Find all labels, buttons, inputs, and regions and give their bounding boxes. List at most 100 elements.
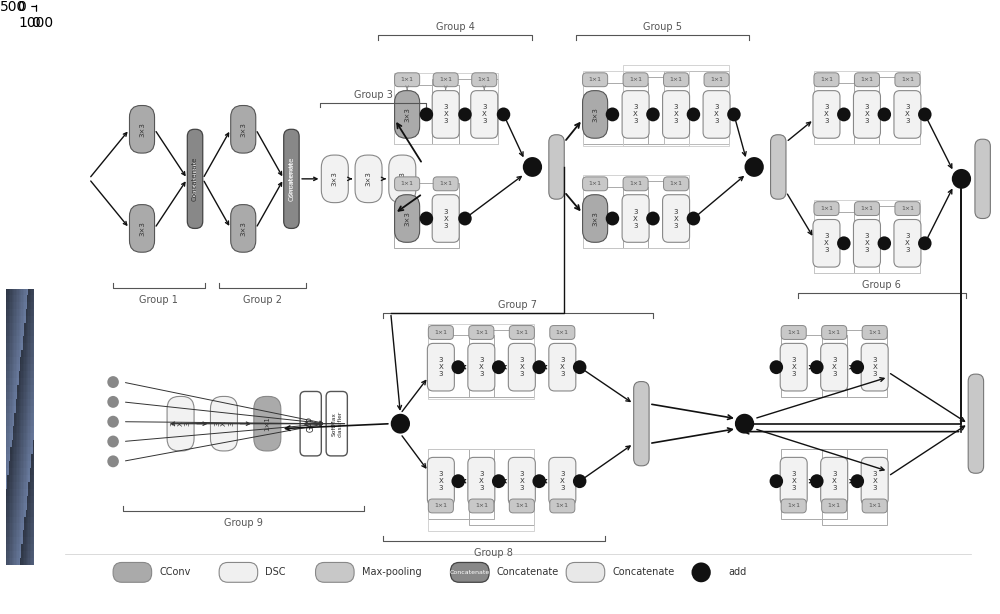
Text: Group 2: Group 2 [243,295,282,305]
FancyBboxPatch shape [508,457,535,505]
Text: 3
X
3: 3 X 3 [674,209,678,228]
Text: Group 5: Group 5 [643,22,682,32]
Circle shape [573,360,586,374]
Text: 3×3: 3×3 [592,107,598,122]
Text: SoftMax
classifier: SoftMax classifier [331,411,342,437]
FancyBboxPatch shape [623,73,648,87]
Text: 1×1: 1×1 [787,503,800,508]
FancyBboxPatch shape [780,343,807,391]
Bar [469,449,534,525]
FancyBboxPatch shape [550,499,575,513]
Text: 3
X
3: 3 X 3 [633,209,638,228]
Bar [469,330,534,397]
Text: Group 7: Group 7 [498,300,537,309]
Circle shape [107,416,119,428]
Text: 3
X
3: 3 X 3 [791,357,796,377]
Circle shape [107,435,119,448]
FancyBboxPatch shape [549,343,576,391]
Bar [623,77,689,144]
Text: 3×3: 3×3 [139,221,145,236]
FancyBboxPatch shape [895,201,920,216]
Text: 3
X
3: 3 X 3 [443,104,448,125]
FancyBboxPatch shape [469,325,494,340]
Text: 1×1: 1×1 [439,181,452,186]
Bar [583,83,648,144]
Bar [814,212,879,273]
Circle shape [451,474,465,488]
Text: 3
X
3: 3 X 3 [865,233,869,254]
Bar [428,449,534,530]
Text: 3
X
3: 3 X 3 [824,104,829,125]
Text: GAP: GAP [306,416,315,432]
Text: 1×1: 1×1 [515,330,528,335]
Text: 3
X
3: 3 X 3 [872,357,877,377]
Text: Group 4: Group 4 [436,22,475,32]
FancyBboxPatch shape [664,177,689,191]
Text: Concatenate: Concatenate [192,157,198,201]
Bar [623,65,729,146]
Bar [814,200,920,273]
FancyBboxPatch shape [508,343,535,391]
FancyBboxPatch shape [395,73,420,87]
FancyBboxPatch shape [781,499,806,513]
Text: 1×1: 1×1 [670,181,683,186]
Text: 1×1: 1×1 [401,181,414,186]
FancyBboxPatch shape [428,325,453,340]
FancyBboxPatch shape [814,73,839,87]
Bar [432,79,498,144]
FancyBboxPatch shape [451,562,489,582]
Circle shape [646,212,660,225]
Circle shape [532,474,546,488]
FancyBboxPatch shape [813,91,840,138]
FancyBboxPatch shape [427,343,454,391]
Text: 1×1: 1×1 [828,503,841,508]
Circle shape [573,474,586,488]
FancyBboxPatch shape [113,562,152,582]
Text: Group 8: Group 8 [474,548,513,558]
Circle shape [107,376,119,388]
Circle shape [687,212,700,225]
Text: 3
X
3: 3 X 3 [438,471,443,491]
Bar [394,85,459,144]
Bar [822,449,887,525]
Text: 1×1: 1×1 [710,77,723,82]
FancyBboxPatch shape [427,457,454,505]
FancyBboxPatch shape [663,195,690,243]
FancyBboxPatch shape [853,219,880,267]
FancyBboxPatch shape [861,457,888,505]
Text: 3
X
3: 3 X 3 [905,104,910,125]
Text: CConv: CConv [159,567,191,577]
FancyBboxPatch shape [549,134,564,199]
Text: 1×1: 1×1 [434,503,447,508]
Text: add: add [728,567,746,577]
Circle shape [878,236,891,251]
Text: 3
X
3: 3 X 3 [824,233,829,254]
Bar [583,187,648,248]
Circle shape [391,414,410,433]
Text: 3
X
3: 3 X 3 [791,471,796,491]
Text: 1×1: 1×1 [439,77,452,82]
FancyBboxPatch shape [968,374,984,473]
FancyBboxPatch shape [703,91,730,138]
Text: 3
X
3: 3 X 3 [482,104,487,125]
Bar [623,181,689,248]
FancyBboxPatch shape [355,155,382,203]
Text: 1×1: 1×1 [868,503,881,508]
FancyBboxPatch shape [704,73,729,87]
FancyBboxPatch shape [433,73,458,87]
Text: 1×1: 1×1 [401,77,414,82]
FancyBboxPatch shape [663,91,690,138]
Circle shape [692,562,711,582]
FancyBboxPatch shape [321,155,348,203]
FancyBboxPatch shape [861,343,888,391]
Text: 1×1: 1×1 [434,330,447,335]
Circle shape [107,456,119,467]
FancyBboxPatch shape [854,201,879,216]
Text: 3×3: 3×3 [592,211,598,226]
Text: 1×1: 1×1 [556,503,569,508]
Bar [822,330,887,397]
Text: 3×3: 3×3 [240,122,246,137]
FancyBboxPatch shape [550,325,575,340]
FancyBboxPatch shape [583,91,608,138]
Text: Group 9: Group 9 [224,518,263,528]
